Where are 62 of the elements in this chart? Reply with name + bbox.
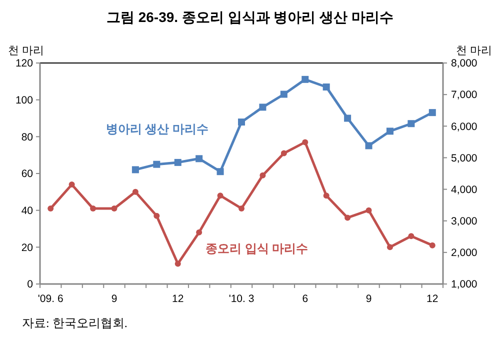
y2-tick-label: 4,000 <box>451 184 478 196</box>
x-tick-label: 12 <box>426 293 438 305</box>
point <box>344 114 352 122</box>
x-tick-label: '10. 3 <box>228 293 254 305</box>
chart-title: 그림 26-39. 종오리 입식과 병아리 생산 마리수 <box>106 9 394 25</box>
y-tick-label: 0 <box>27 278 34 291</box>
point <box>408 233 414 240</box>
x-tick-label: '09. 6 <box>38 293 64 305</box>
series-label: 종오리 입식 마리수 <box>205 242 308 256</box>
point <box>217 192 224 199</box>
point <box>68 182 75 188</box>
x-tick-label: 9 <box>366 293 372 305</box>
point <box>365 142 372 150</box>
x-tick-label: 6 <box>302 293 308 305</box>
point <box>429 242 436 248</box>
point <box>386 244 393 250</box>
point <box>260 172 266 178</box>
point <box>196 155 203 162</box>
y2-axis-title: 천 마리 <box>456 45 492 57</box>
text: 자료: 한국오리협회. <box>22 316 128 330</box>
point <box>344 214 351 221</box>
point <box>132 166 139 174</box>
point <box>323 192 330 199</box>
point <box>386 128 394 135</box>
series-label: 병아리 생산 마리수 <box>106 122 208 136</box>
y-tick-label: 100 <box>15 94 34 107</box>
y2-tick-label: 7,000 <box>451 89 478 102</box>
x-tick-label: 9 <box>111 293 118 305</box>
point <box>322 83 330 90</box>
point <box>366 207 372 214</box>
y2-tick-label: 5,000 <box>451 152 478 164</box>
y-tick-label: 20 <box>21 242 34 254</box>
y2-tick-label: 8,000 <box>451 58 478 70</box>
point <box>238 205 244 212</box>
point <box>302 76 309 83</box>
point <box>174 260 181 267</box>
y-tick-label: 120 <box>15 58 34 70</box>
point <box>302 139 308 146</box>
point <box>154 212 160 219</box>
point <box>132 188 138 195</box>
y-tick-label: 80 <box>21 131 34 144</box>
point <box>428 109 436 116</box>
y2-tick-label: 6,000 <box>451 120 478 133</box>
point <box>216 168 224 176</box>
point <box>280 90 288 98</box>
point <box>196 229 202 236</box>
y2-tick-label: 1,000 <box>451 278 478 291</box>
x-tick-label: 12 <box>172 293 184 305</box>
point <box>408 120 415 128</box>
y-tick-label: 60 <box>21 168 34 180</box>
point <box>238 118 245 126</box>
y2-tick-label: 2,000 <box>451 247 478 260</box>
point <box>259 104 266 111</box>
point <box>280 150 287 156</box>
y-tick-label: 40 <box>21 205 34 218</box>
point <box>90 205 96 212</box>
point <box>48 205 54 212</box>
point <box>153 160 160 168</box>
point <box>111 205 118 212</box>
y2-tick-label: 3,000 <box>451 216 478 228</box>
y-axis-title: 천 마리 <box>8 45 44 57</box>
point <box>174 158 182 166</box>
